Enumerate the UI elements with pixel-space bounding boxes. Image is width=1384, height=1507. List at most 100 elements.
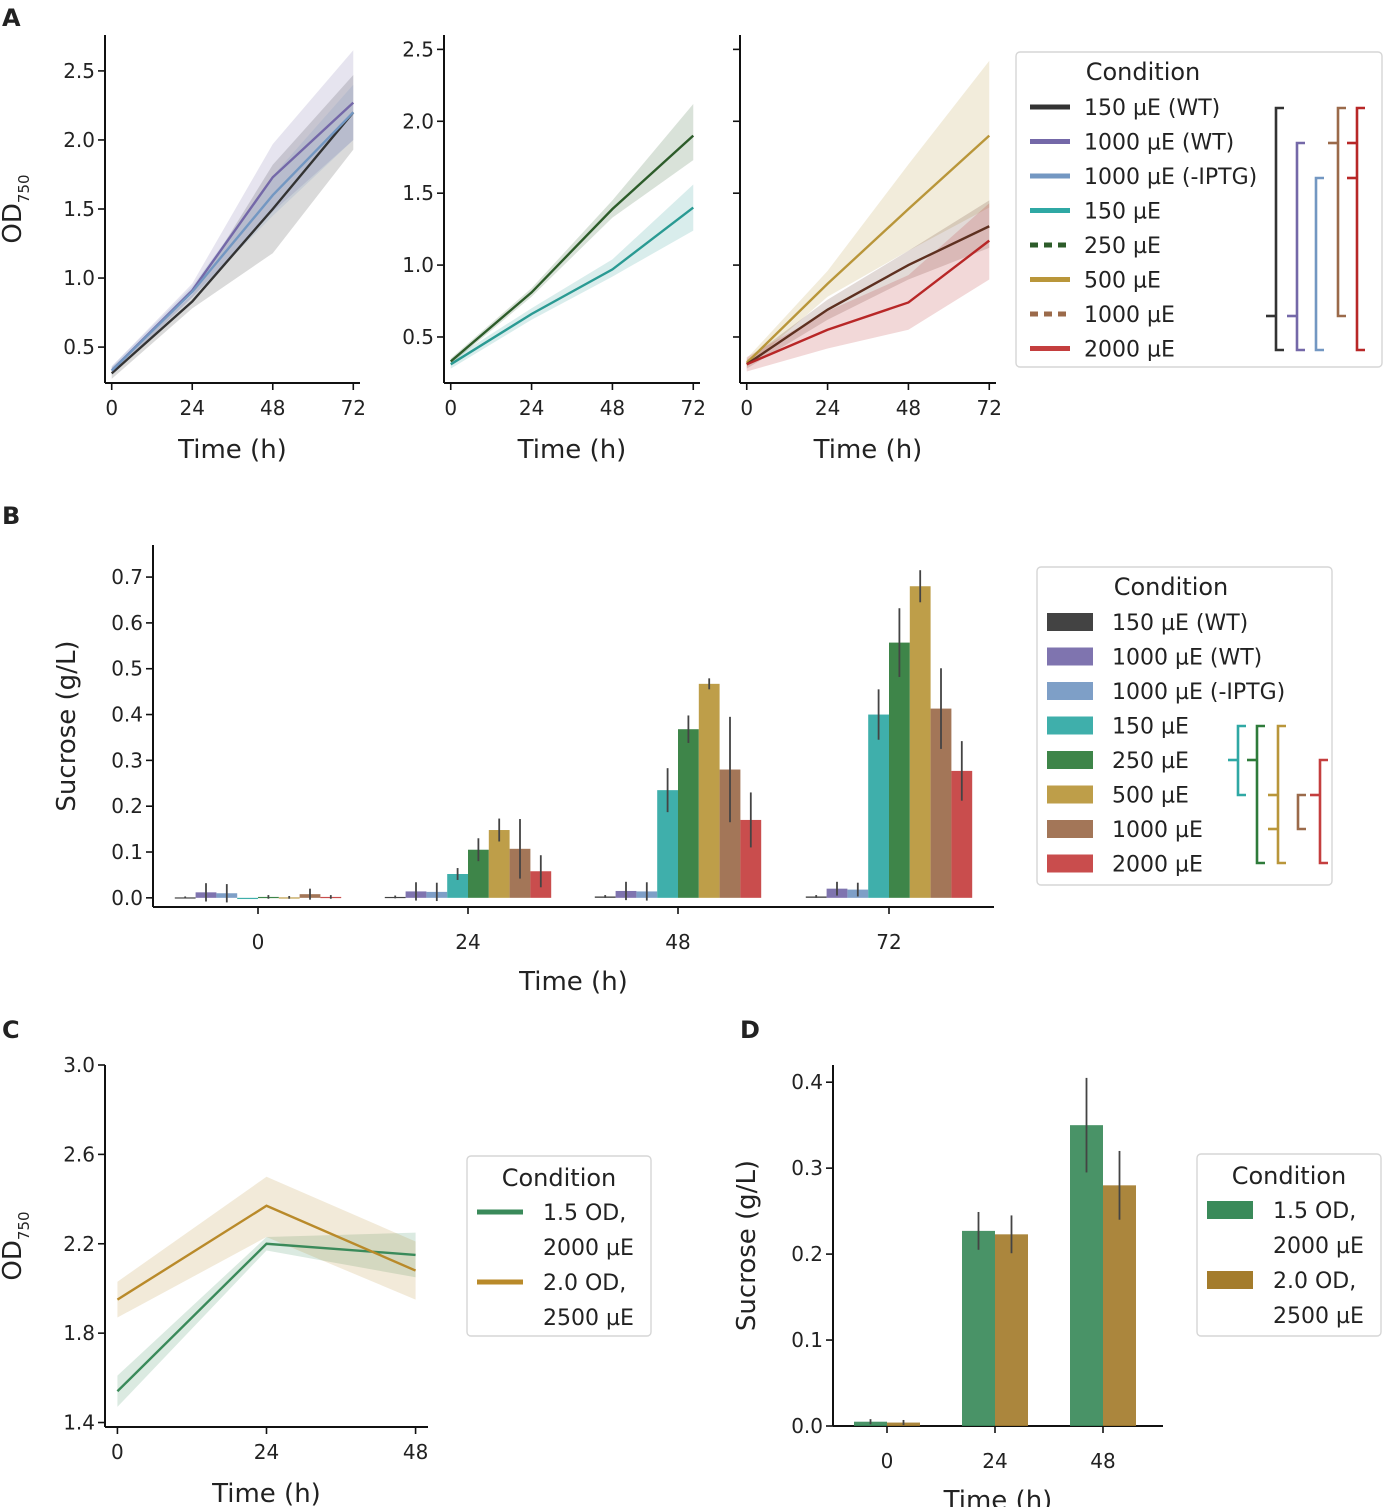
- chart-b-bar: [488, 830, 510, 898]
- chart-a2-xtick-label: 72: [681, 396, 706, 420]
- chart-a1-ytick-label: 1.0: [63, 266, 95, 290]
- chart-d-xlabel: Time (h): [943, 1486, 1053, 1507]
- legend-a-entry-label: 150 µE: [1084, 200, 1161, 225]
- chart-b-ytick-label: 0.5: [111, 657, 143, 681]
- chart-a3-xtick-label: 72: [977, 396, 1002, 420]
- legend-a-entry-label: 150 µE (WT): [1084, 96, 1220, 121]
- legend-d-entry-label: 2500 µE: [1273, 1304, 1364, 1329]
- chart-a3-xtick-label: 0: [740, 396, 753, 420]
- chart-a3-xtick-label: 48: [896, 396, 921, 420]
- legend-a-entry-label: 1000 µE: [1084, 303, 1175, 328]
- legend-c-entry-label: 2500 µE: [543, 1306, 634, 1331]
- chart-b-sucrose-bars: 0.0 0.1 0.2 0.3 0.4 0.5 0.6 0.7 0 24 48 72 Time (h) S…: [52, 545, 994, 997]
- chart-a1-band: [111, 50, 354, 375]
- chart-a2-series-line: [450, 206, 694, 366]
- chart-d-ytick-label: 0.1: [791, 1328, 823, 1352]
- legend-b-entry-label: 150 µE: [1112, 715, 1189, 740]
- legend-b-swatch: [1047, 647, 1093, 666]
- chart-d-ytick-label: 0.0: [791, 1414, 823, 1438]
- legend-b-title: Condition: [1114, 573, 1229, 601]
- chart-b-bar: [698, 683, 720, 898]
- chart-a1-ytick-label: 1.5: [63, 197, 95, 221]
- chart-a1-xtick-label: 48: [260, 396, 285, 420]
- legend-b-bracket: [1296, 793, 1306, 831]
- legend-b-swatch: [1047, 854, 1093, 873]
- legend-b-swatch: [1047, 682, 1093, 700]
- chart-b-ytick-label: 0.0: [111, 886, 143, 910]
- legend-a-entry-label: 1000 µE (-IPTG): [1084, 165, 1257, 190]
- legend-a-title: Condition: [1086, 58, 1201, 86]
- legend-b: Condition 150 µE (WT) 1000 µE (WT) 1000 µE …: [1036, 566, 1333, 886]
- chart-b-ytick-label: 0.2: [111, 794, 143, 818]
- legend-b-entry-label: 1000 µE: [1112, 818, 1203, 843]
- legend-d: Condition 1.5 OD, 2000 µE 2.0 OD, 2500 µE: [1196, 1153, 1382, 1337]
- legend-a-frame: [1015, 51, 1383, 368]
- panel-letter-d: D: [740, 1016, 760, 1044]
- legend-d-entry-label: 1.5 OD,: [1273, 1199, 1356, 1224]
- legend-d-swatch: [1207, 1201, 1253, 1219]
- chart-b-bar: [951, 770, 973, 898]
- chart-a1-xtick-label: 0: [105, 396, 118, 420]
- chart-b-bar: [889, 642, 910, 898]
- chart-b-bar: [909, 586, 931, 898]
- chart-a2-od-low-light: 0 24 48 72 0.5 1.0 1.5 2.0 2.5 Time (h): [402, 35, 706, 465]
- chart-c-ytick-label: 1.4: [63, 1411, 95, 1435]
- legend-b-swatch: [1047, 751, 1093, 769]
- legend-a-bracket: [1355, 106, 1365, 352]
- chart-a2-ytick-label: 1.5: [402, 181, 434, 205]
- legend-a: Condition 150 µE (WT) 1000 µE (WT) 1000 µE …: [1015, 51, 1383, 368]
- legend-a-bracket: [1295, 141, 1305, 352]
- legend-c-frame: [466, 1155, 652, 1337]
- chart-a2-ytick-label: 0.5: [402, 325, 434, 349]
- chart-a3-series-line: [746, 239, 990, 366]
- chart-b-ylabel: Sucrose (g/L): [52, 640, 82, 811]
- chart-a1-series-line: [110, 111, 355, 372]
- chart-b-ytick-label: 0.1: [111, 840, 143, 864]
- legend-d-entry-label: 2000 µE: [1273, 1234, 1364, 1259]
- legend-b-bracket: [1318, 758, 1328, 865]
- panel-letter-b: B: [2, 502, 20, 530]
- chart-c-series-line: [116, 1242, 416, 1393]
- chart-a2-ytick-label: 2.5: [402, 37, 434, 61]
- chart-c-xtick-label: 0: [111, 1440, 124, 1464]
- chart-c-band: [117, 1232, 416, 1407]
- chart-a3-xlabel: Time (h): [813, 435, 923, 465]
- legend-c-title: Condition: [502, 1164, 617, 1192]
- chart-d-bar: [962, 1230, 995, 1426]
- chart-a1-band: [111, 75, 354, 379]
- legend-b-swatch: [1047, 785, 1093, 804]
- chart-b-xtick-label: 72: [876, 930, 901, 954]
- chart-d-xtick-label: 48: [1090, 1449, 1115, 1473]
- chart-a2-ytick-label: 1.0: [402, 253, 434, 277]
- chart-c-xlabel: Time (h): [211, 1479, 321, 1507]
- chart-c-ytick-label: 3.0: [63, 1053, 95, 1077]
- chart-c-xtick-label: 24: [254, 1440, 279, 1464]
- chart-d-ylabel: Sucrose (g/L): [732, 1160, 762, 1331]
- chart-b-xlabel: Time (h): [518, 967, 628, 997]
- chart-d-sucrose-bars: 0.0 0.1 0.2 0.3 0.4 0 24 48 Time (h) Sucrose (g/L…: [732, 1065, 1163, 1507]
- chart-c-xtick-label: 48: [403, 1440, 428, 1464]
- legend-d-title: Condition: [1232, 1162, 1347, 1190]
- chart-d-ytick-label: 0.2: [791, 1242, 823, 1266]
- chart-d-bar: [995, 1234, 1028, 1426]
- legend-b-entry-label: 2000 µE: [1112, 853, 1203, 878]
- legend-b-entry-label: 1000 µE (WT): [1112, 646, 1262, 671]
- chart-d-ytick-label: 0.3: [791, 1156, 823, 1180]
- chart-c-band: [117, 1176, 416, 1318]
- chart-b-bar: [447, 874, 468, 898]
- chart-b-xtick-label: 0: [252, 930, 265, 954]
- legend-b-swatch: [1047, 820, 1093, 838]
- chart-b-bar: [719, 769, 741, 898]
- chart-a3-band: [746, 60, 990, 368]
- chart-b-bar: [468, 849, 489, 898]
- legend-b-swatch: [1047, 613, 1093, 631]
- chart-b-ytick-label: 0.3: [111, 748, 143, 772]
- chart-b-xtick-label: 48: [665, 930, 690, 954]
- legend-b-entry-label: 250 µE: [1112, 749, 1189, 774]
- chart-b-xtick-label: 24: [455, 930, 480, 954]
- legend-a-entry-label: 250 µE: [1084, 234, 1161, 259]
- legend-b-bracket: [1255, 724, 1265, 865]
- chart-d-ytick-label: 0.4: [791, 1070, 823, 1094]
- chart-a3-series-line: [746, 225, 990, 366]
